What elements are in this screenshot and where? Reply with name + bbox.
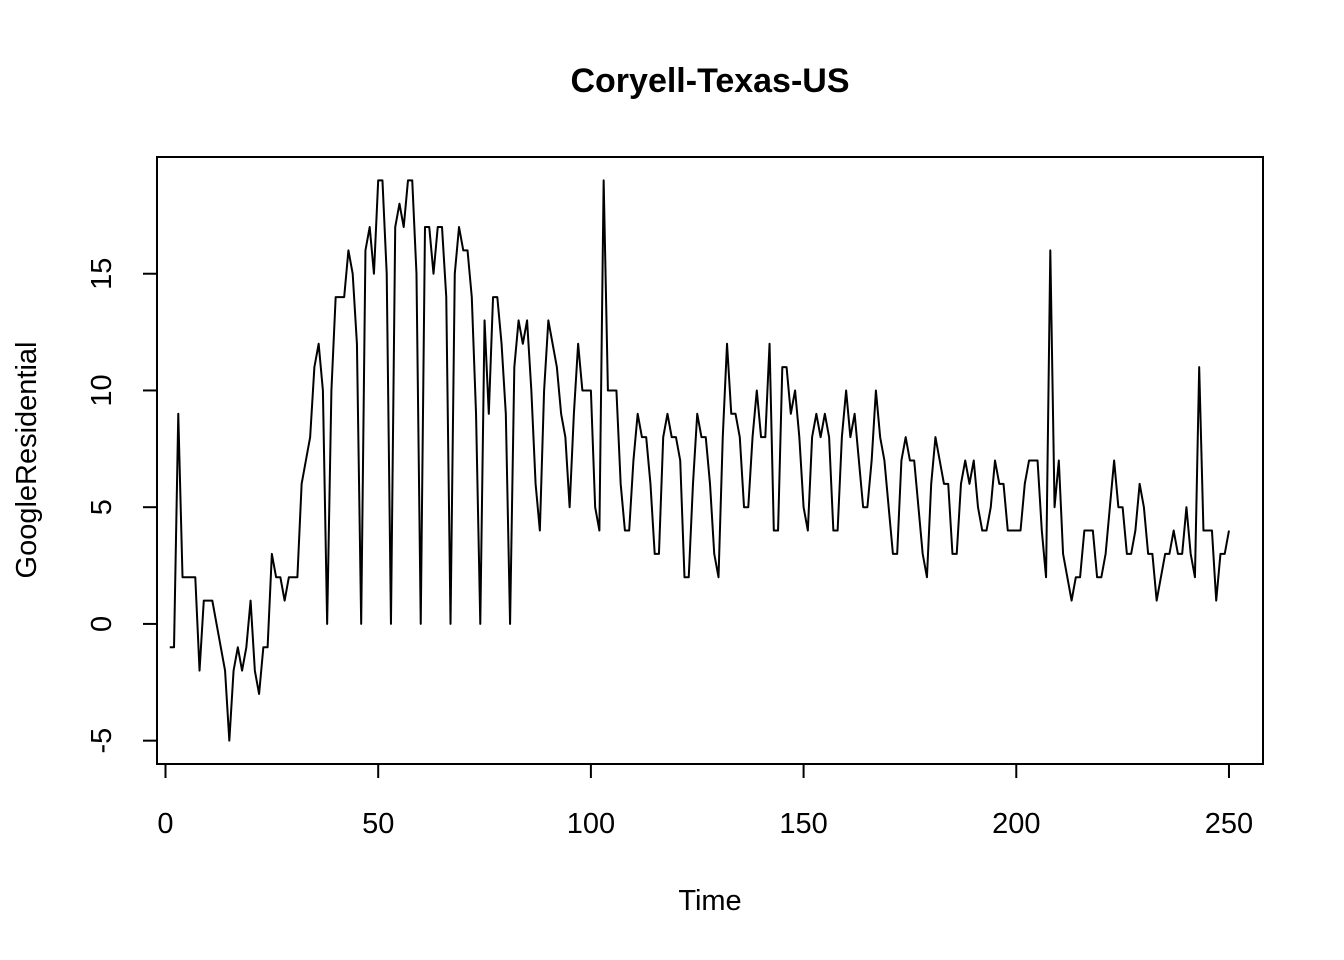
chart-title: Coryell-Texas-US [570, 62, 849, 100]
y-tick-label: 15 [86, 258, 118, 290]
y-tick-label: 0 [86, 616, 118, 632]
y-axis: -5 0 5 10 15 [86, 258, 158, 754]
y-tick-label: 5 [86, 499, 118, 515]
x-tick-label: 150 [779, 808, 827, 840]
y-tick-label: -5 [86, 728, 118, 754]
y-tick-label: 10 [86, 374, 118, 406]
x-tick-label: 200 [992, 808, 1040, 840]
x-axis: 0 50 100 150 200 250 [157, 763, 1253, 840]
series-line [169, 179, 1230, 742]
y-axis-label: GoogleResidential [11, 342, 43, 579]
x-axis-label: Time [678, 885, 741, 917]
x-tick-label: 100 [567, 808, 615, 840]
x-tick-label: 250 [1205, 808, 1253, 840]
x-tick-label: 0 [157, 808, 173, 840]
x-tick-label: 50 [362, 808, 394, 840]
plot-frame [156, 156, 1264, 765]
